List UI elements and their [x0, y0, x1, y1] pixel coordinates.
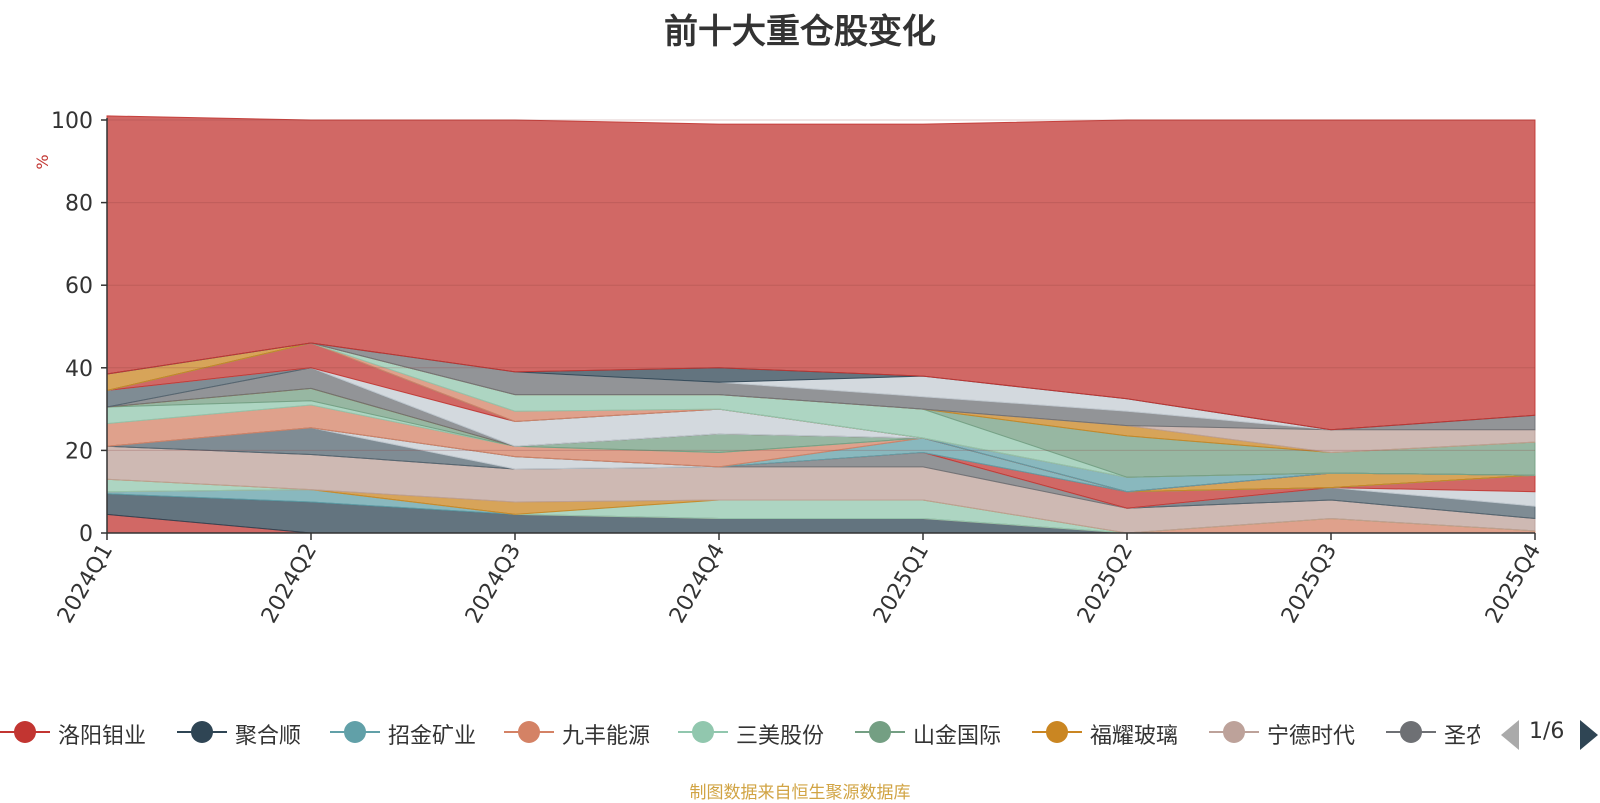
legend-label: 三美股份 [736, 724, 825, 749]
legend-dot-marker [692, 721, 714, 743]
x-tick-label: 2024Q3 [461, 540, 526, 628]
legend-label: 聚合顺 [235, 724, 302, 749]
y-tick-label: 60 [65, 274, 93, 299]
x-tick-label: 2025Q1 [869, 540, 934, 628]
chart-title: 前十大重仓股变化 [664, 12, 936, 52]
y-tick-label: 40 [65, 357, 93, 382]
legend-dot-marker [14, 721, 36, 743]
x-tick-label: 2024Q1 [53, 540, 118, 628]
y-tick-label: 100 [51, 109, 93, 134]
legend-label: 福耀玻璃 [1090, 724, 1179, 749]
legend-dot-marker [1046, 721, 1068, 743]
legend: 洛阳钼业 聚合顺 招金矿业 九丰能源 三美股份 山金国际 福耀玻璃 宁德时代 圣农发展 [0, 712, 1480, 752]
legend-dot-marker [191, 721, 213, 743]
legend-next-page-button[interactable] [1580, 720, 1598, 750]
legend-label: 洛阳钼业 [58, 724, 147, 749]
y-tick-label: 80 [65, 192, 93, 217]
y-axis-unit-label: % [33, 154, 52, 169]
x-tick-label: 2024Q2 [257, 540, 322, 628]
source-note: 制图数据来自恒生聚源数据库 [689, 783, 911, 803]
x-tick-label: 2025Q3 [1277, 540, 1342, 628]
legend-dot-marker [518, 721, 540, 743]
legend-dot-marker [1223, 721, 1245, 743]
legend-label: 圣农发展 [1444, 724, 1480, 749]
x-tick-label: 2025Q4 [1481, 540, 1546, 628]
legend-dot-marker [344, 721, 366, 743]
legend-label: 宁德时代 [1267, 724, 1356, 749]
area-series-31 [106, 115, 1536, 431]
legend-label: 九丰能源 [562, 724, 651, 749]
legend-page-indicator: 1/6 [1529, 719, 1565, 744]
legend-dot-marker [1400, 721, 1422, 743]
y-tick-label: 0 [79, 522, 93, 547]
legend-dot-marker [869, 721, 891, 743]
legend-label: 山金国际 [913, 724, 1002, 749]
area-series-group [106, 115, 1536, 534]
x-tick-label: 2024Q4 [665, 540, 730, 628]
y-tick-label: 20 [65, 439, 93, 464]
x-tick-label: 2025Q2 [1073, 540, 1138, 628]
legend-prev-page-button[interactable] [1501, 720, 1519, 750]
legend-label: 招金矿业 [388, 724, 477, 749]
